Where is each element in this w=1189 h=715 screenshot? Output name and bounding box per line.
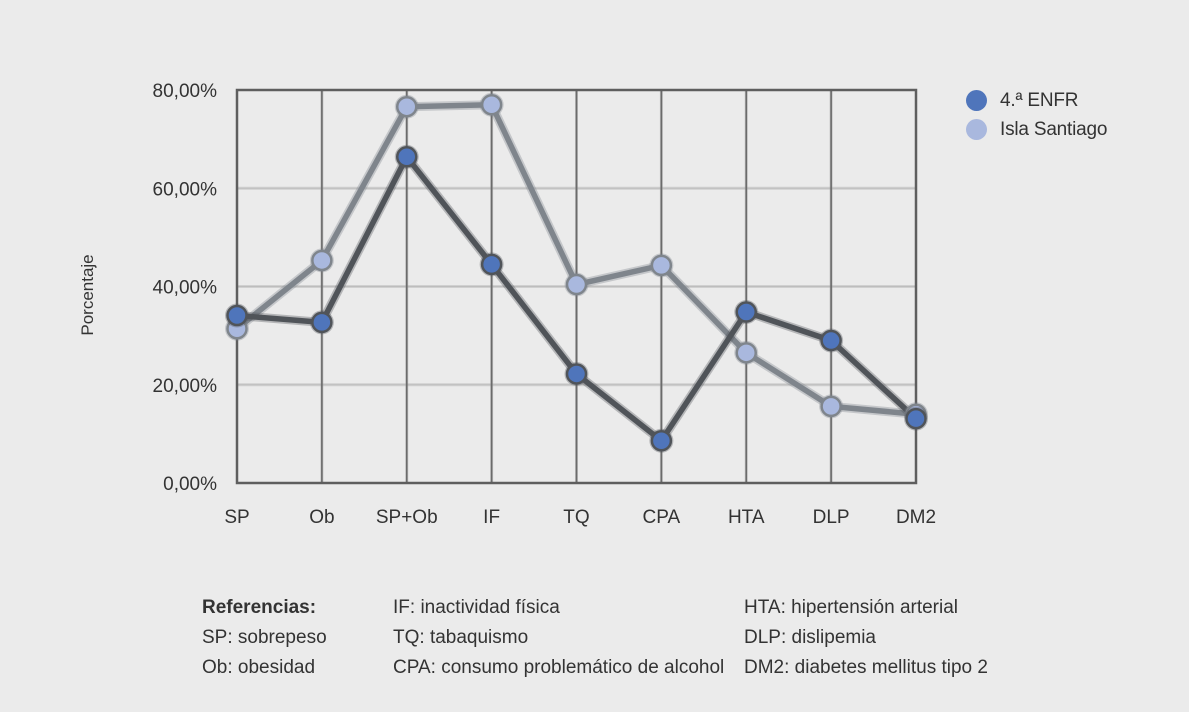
series-isla-santiago-point <box>565 273 588 296</box>
y-axis-label: Porcentaje <box>78 254 97 336</box>
series-points <box>225 92 928 453</box>
y-tick-label: 80,00% <box>153 81 218 102</box>
series-isla-santiago-point <box>311 249 333 272</box>
y-tick-label: 20,00% <box>153 376 218 397</box>
legend-marker-icon <box>966 119 987 140</box>
reference-item: DLP: dislipemia <box>744 627 876 648</box>
x-tick-label: SP+Ob <box>376 507 438 528</box>
legend-label: 4.ª ENFR <box>1000 89 1079 111</box>
x-tick-label: Ob <box>309 507 334 528</box>
reference-item: DM2: diabetes mellitus tipo 2 <box>744 657 988 678</box>
axes <box>235 88 918 485</box>
x-tick-label: DM2 <box>896 507 936 528</box>
reference-item: IF: inactividad física <box>393 597 560 618</box>
series-enfr-point <box>311 311 333 334</box>
legend-marker-icon <box>966 90 987 111</box>
y-tick-label: 40,00% <box>153 278 218 299</box>
series-isla-santiago-point <box>735 342 757 364</box>
references-col-3: HTA: hipertensión arterial DLP: dislipem… <box>744 593 988 683</box>
series-isla-santiago-point <box>650 254 673 277</box>
series-isla-santiago-point <box>480 93 503 116</box>
series-isla-santiago-point <box>396 95 418 118</box>
series-isla-santiago-point <box>820 395 842 418</box>
y-tick-label: 60,00% <box>153 179 218 200</box>
reference-item: CPA: consumo problemático de alcohol <box>393 657 725 678</box>
x-tick-label: IF <box>483 507 500 528</box>
series-enfr-point <box>226 304 248 327</box>
reference-item: HTA: hipertensión arterial <box>744 597 959 618</box>
series-enfr-point <box>396 146 418 168</box>
reference-item: TQ: tabaquismo <box>393 627 529 648</box>
plot-frame <box>235 88 918 485</box>
series-enfr-point <box>905 407 927 430</box>
references-col-2: IF: inactividad física TQ: tabaquismo CP… <box>393 593 724 683</box>
references-col-1: Referencias: SP: sobrepeso Ob: obesidad <box>202 593 327 683</box>
x-tick-label: HTA <box>728 507 765 528</box>
x-tick-label: DLP <box>813 507 850 528</box>
x-tick-label: SP <box>224 507 249 528</box>
x-tick-label: CPA <box>643 507 681 528</box>
legend-item-enfr: 4.ª ENFR <box>966 86 1107 115</box>
reference-item: Ob: obesidad <box>202 657 316 678</box>
y-tick-label: 0,00% <box>163 474 217 495</box>
x-tick-labels: SP Ob SP+Ob IF TQ CPA HTA DLP DM2 <box>224 507 936 528</box>
legend-label: Isla Santiago <box>1000 118 1108 140</box>
legend: 4.ª ENFR Isla Santiago <box>966 86 1107 144</box>
series-enfr-point <box>820 329 842 352</box>
series-enfr-point <box>480 253 503 276</box>
reference-item: SP: sobrepeso <box>202 627 327 648</box>
series-enfr-point <box>565 363 588 385</box>
legend-item-isla-santiago: Isla Santiago <box>966 115 1107 144</box>
series-enfr-point <box>735 301 757 323</box>
x-tick-label: TQ <box>563 507 589 528</box>
series-enfr-point <box>650 430 673 452</box>
references-title: Referencias: <box>202 597 317 618</box>
y-tick-labels: 0,00% 20,00% 40,00% 60,00% 80,00% <box>153 81 218 495</box>
